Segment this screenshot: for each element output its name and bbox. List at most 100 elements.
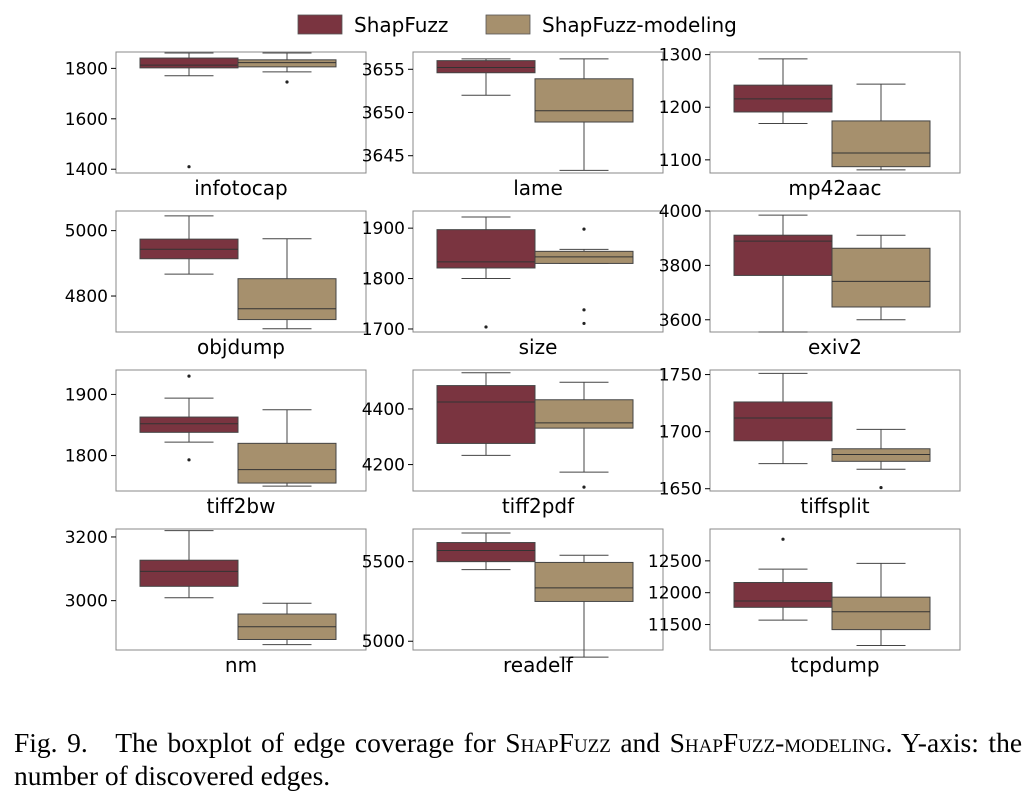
y-tick-label: 1750 xyxy=(659,366,702,386)
outlier-point xyxy=(879,485,883,490)
box-shapfuzz-modeling xyxy=(831,562,931,647)
panel-frame xyxy=(412,528,664,651)
panel-frame xyxy=(115,51,367,174)
box-iqr xyxy=(139,57,239,69)
box-iqr xyxy=(534,561,634,602)
box-shapfuzz-modeling xyxy=(237,409,337,487)
box-iqr xyxy=(534,78,634,123)
box-iqr xyxy=(534,250,634,264)
box-shapfuzz-modeling xyxy=(534,381,634,489)
y-tick-label: 5500 xyxy=(362,553,405,573)
caption-text-pre: The boxplot of edge coverage for xyxy=(115,727,496,758)
legend-label-shapfuzz-modeling: ShapFuzz-modeling xyxy=(542,13,737,37)
y-tick-label: 1700 xyxy=(362,320,405,340)
boxplot-grid: ShapFuzz ShapFuzz-modeling 1400 1600 1800 inf… xyxy=(65,13,961,677)
panel-nm: 3000 3200 nm xyxy=(65,528,367,677)
panel-objdump: 4800 5000 objdump xyxy=(65,210,367,359)
y-tick-label: 1300 xyxy=(659,46,702,66)
y-tick-label: 12500 xyxy=(648,552,702,572)
panel-lame: 3645 3650 3655 lame xyxy=(362,51,664,200)
box-shapfuzz xyxy=(139,374,239,462)
box-shapfuzz-modeling xyxy=(831,234,931,321)
box-shapfuzz xyxy=(436,372,536,456)
box-shapfuzz xyxy=(733,537,833,621)
caption-name-shapfuzz: ShapFuzz xyxy=(505,727,611,758)
box-shapfuzz-modeling xyxy=(237,602,337,646)
panel-tiff2bw: 1800 1900 tiff2bw xyxy=(65,369,367,518)
y-tick-label: 1400 xyxy=(65,160,108,180)
box-iqr xyxy=(831,247,931,308)
panel-mp42aac: 1100 1200 1300 mp42aac xyxy=(659,46,961,200)
panel-frame xyxy=(709,369,961,492)
box-iqr xyxy=(436,385,536,444)
outlier-point xyxy=(582,227,586,231)
panel-frame xyxy=(709,528,961,651)
panel-title: readelf xyxy=(503,653,574,677)
y-tick-label: 4400 xyxy=(362,400,405,420)
box-shapfuzz-modeling xyxy=(831,83,931,171)
outlier-point xyxy=(187,458,191,462)
panel-tiffsplit: 1650 1700 1750 tiffsplit xyxy=(659,366,961,518)
panel-title: tcpdump xyxy=(790,653,879,677)
panel-infotocap: 1400 1600 1800 infotocap xyxy=(65,51,367,200)
outlier-point xyxy=(781,537,785,541)
box-iqr xyxy=(733,401,833,442)
box-iqr xyxy=(139,416,239,433)
legend: ShapFuzz ShapFuzz-modeling xyxy=(297,13,737,37)
y-tick-label: 3200 xyxy=(65,528,108,548)
box-shapfuzz xyxy=(436,216,536,329)
panel-title: lame xyxy=(513,176,563,200)
box-iqr xyxy=(831,596,931,631)
y-tick-label: 3000 xyxy=(65,592,108,612)
box-shapfuzz xyxy=(139,215,239,275)
box-shapfuzz xyxy=(733,372,833,465)
panel-frame xyxy=(412,369,664,492)
panel-title: tiffsplit xyxy=(800,494,869,518)
box-iqr xyxy=(436,542,536,563)
box-shapfuzz xyxy=(436,58,536,96)
box-shapfuzz-modeling xyxy=(534,554,634,658)
y-tick-label: 3655 xyxy=(362,60,405,80)
panel-tiff2pdf: 4200 4400 tiff2pdf xyxy=(362,369,664,518)
panel-title: exiv2 xyxy=(808,335,862,359)
box-shapfuzz xyxy=(139,530,239,599)
outlier-point xyxy=(187,374,191,378)
box-iqr xyxy=(237,442,337,484)
box-iqr xyxy=(831,120,931,168)
box-iqr xyxy=(139,559,239,587)
panel-frame xyxy=(115,528,367,651)
panel-exiv2: 3600 3800 4000 exiv2 xyxy=(659,202,961,359)
legend-swatch-shapfuzz-modeling xyxy=(485,14,531,35)
boxplot-figure: ShapFuzz ShapFuzz-modeling 1400 1600 1800 inf… xyxy=(65,13,961,677)
box-shapfuzz xyxy=(733,214,833,333)
y-tick-label: 1800 xyxy=(65,59,108,79)
figure-caption: Fig. 9. The boxplot of edge coverage for… xyxy=(14,726,1022,792)
outlier-point xyxy=(582,308,586,312)
box-iqr xyxy=(436,60,536,74)
box-iqr xyxy=(733,581,833,608)
y-tick-label: 1900 xyxy=(362,219,405,239)
panel-readelf: 5000 5500 readelf xyxy=(362,528,664,677)
caption-text-post: . Y-axis: the number of discovered edges… xyxy=(14,727,1023,791)
panel-title: objdump xyxy=(197,335,285,359)
y-tick-label: 1800 xyxy=(362,270,405,290)
y-tick-label: 3645 xyxy=(362,147,405,167)
box-shapfuzz xyxy=(733,58,833,125)
panel-title: infotocap xyxy=(194,176,288,200)
y-tick-label: 11500 xyxy=(648,616,702,636)
panel-title: nm xyxy=(225,653,257,677)
box-shapfuzz-modeling xyxy=(237,238,337,330)
panel-size: 1700 1800 1900 size xyxy=(362,210,664,359)
panel-title: mp42aac xyxy=(788,176,881,200)
outlier-point xyxy=(582,485,586,489)
outlier-point xyxy=(187,165,191,169)
box-shapfuzz-modeling xyxy=(534,58,634,171)
y-tick-label: 12000 xyxy=(648,584,702,604)
y-tick-label: 1800 xyxy=(65,447,108,467)
legend-swatch-shapfuzz xyxy=(297,14,343,35)
box-shapfuzz-modeling xyxy=(237,52,337,84)
box-iqr xyxy=(237,278,337,321)
y-tick-label: 3600 xyxy=(659,311,702,331)
box-shapfuzz xyxy=(139,52,239,169)
y-tick-label: 4000 xyxy=(659,202,702,222)
